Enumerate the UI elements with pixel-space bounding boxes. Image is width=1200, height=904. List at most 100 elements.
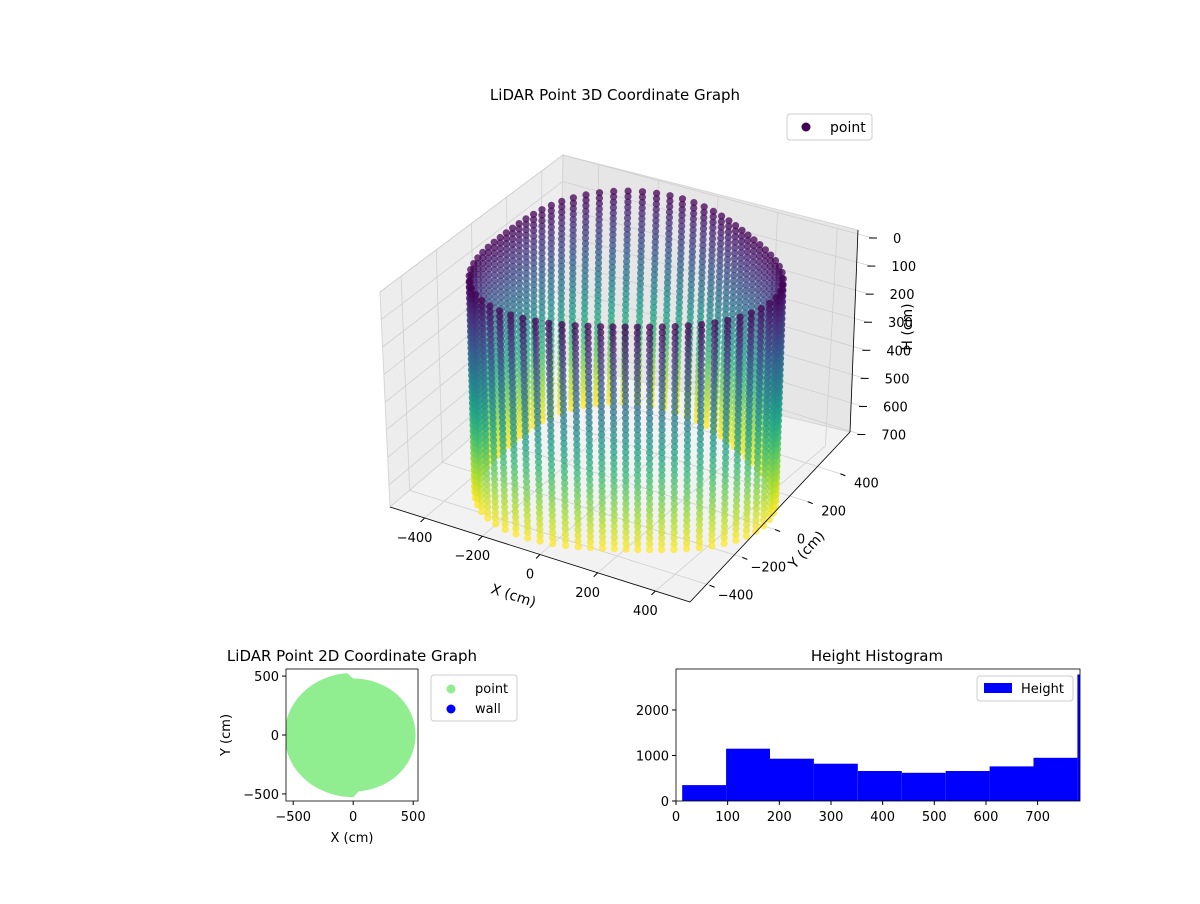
legend-2d: point wall xyxy=(430,674,518,722)
point-3d xyxy=(532,345,540,353)
point-3d xyxy=(538,211,546,219)
point-3d xyxy=(649,309,658,317)
point-3d xyxy=(637,247,645,255)
point-3d xyxy=(491,298,499,306)
point-3d xyxy=(535,492,543,500)
point-3d xyxy=(683,459,691,467)
point-3d xyxy=(622,482,630,491)
point-3d xyxy=(646,374,654,383)
point-3d xyxy=(477,480,485,488)
point-3d xyxy=(760,493,768,501)
point-3d xyxy=(560,462,568,470)
point-3d xyxy=(741,309,749,317)
point-3d xyxy=(649,314,658,322)
point-3d xyxy=(699,236,707,244)
point-3d xyxy=(538,363,546,371)
point-3d xyxy=(557,246,566,254)
histogram-y-tick-label: 1000 xyxy=(636,749,669,764)
grid-3d-z-line xyxy=(381,181,872,320)
point-3d xyxy=(754,430,762,438)
point-3d xyxy=(598,470,606,478)
point-3d xyxy=(509,289,517,298)
point-3d xyxy=(490,244,498,252)
point-3d xyxy=(665,213,674,221)
point-3d xyxy=(671,357,679,365)
point-3d xyxy=(636,296,644,304)
point-3d xyxy=(716,267,724,275)
point-3d xyxy=(724,322,732,330)
point-3d xyxy=(646,443,654,451)
point-3d xyxy=(476,452,484,460)
point-3d xyxy=(485,270,493,279)
point-3d xyxy=(538,368,546,376)
point-3d xyxy=(709,422,718,430)
point-3d xyxy=(769,402,777,410)
point-3d xyxy=(581,250,589,258)
point-3d xyxy=(633,397,642,405)
point-3d xyxy=(584,328,592,336)
z-tick-label: 0 xyxy=(893,232,901,247)
point-3d xyxy=(670,448,679,456)
point-3d xyxy=(671,340,679,348)
point-3d xyxy=(622,528,630,536)
point-3d xyxy=(779,275,787,283)
point-3d xyxy=(483,492,491,500)
point-3d xyxy=(547,218,555,226)
point-3d xyxy=(671,323,679,331)
point-3d xyxy=(520,382,528,390)
point-3d xyxy=(766,257,775,265)
point-3d xyxy=(580,396,588,404)
point-3d xyxy=(609,385,618,394)
point-3d xyxy=(503,251,511,259)
point-3d xyxy=(608,274,616,282)
point-3d xyxy=(752,527,760,536)
point-3d xyxy=(755,274,763,282)
point-3d xyxy=(547,201,556,209)
point-3d xyxy=(507,311,515,319)
histogram-bar xyxy=(770,758,814,801)
point-3d xyxy=(763,396,771,404)
point-3d xyxy=(658,340,666,348)
point-3d xyxy=(522,466,530,474)
point-3d xyxy=(538,373,546,382)
point-3d xyxy=(582,191,590,199)
point-3d xyxy=(533,385,541,393)
point-3d xyxy=(646,528,654,537)
point-3d xyxy=(689,231,697,239)
point-3d xyxy=(519,326,527,334)
point-3d xyxy=(598,527,607,535)
point-3d xyxy=(761,257,769,265)
point-3d xyxy=(745,395,754,403)
point-3d xyxy=(490,442,498,450)
point-3d xyxy=(698,274,706,282)
point-3d xyxy=(695,515,704,523)
point-3d xyxy=(634,488,642,496)
point-3d xyxy=(734,433,742,441)
point-3d xyxy=(684,328,692,336)
point-3d xyxy=(622,295,630,303)
point-3d xyxy=(744,441,753,449)
point-3d xyxy=(745,401,753,409)
point-3d xyxy=(594,286,602,294)
point-3d xyxy=(666,203,674,211)
point-3d xyxy=(646,523,654,531)
point-3d xyxy=(658,460,666,468)
point-3d xyxy=(697,355,705,363)
point-3d xyxy=(720,539,728,548)
point-3d xyxy=(689,215,698,223)
point-3d xyxy=(610,454,618,462)
point-3d xyxy=(658,397,666,405)
point-3d xyxy=(723,368,731,376)
point-3d xyxy=(503,300,511,308)
point-3d xyxy=(658,443,666,451)
point-3d xyxy=(766,482,775,490)
point-3d xyxy=(558,326,566,334)
point-3d xyxy=(711,324,719,333)
point-3d xyxy=(547,309,555,318)
point-3d xyxy=(737,254,745,262)
point-3d xyxy=(492,520,500,528)
point-3d xyxy=(634,466,642,474)
point-3d xyxy=(690,209,698,218)
point-3d xyxy=(670,483,678,491)
